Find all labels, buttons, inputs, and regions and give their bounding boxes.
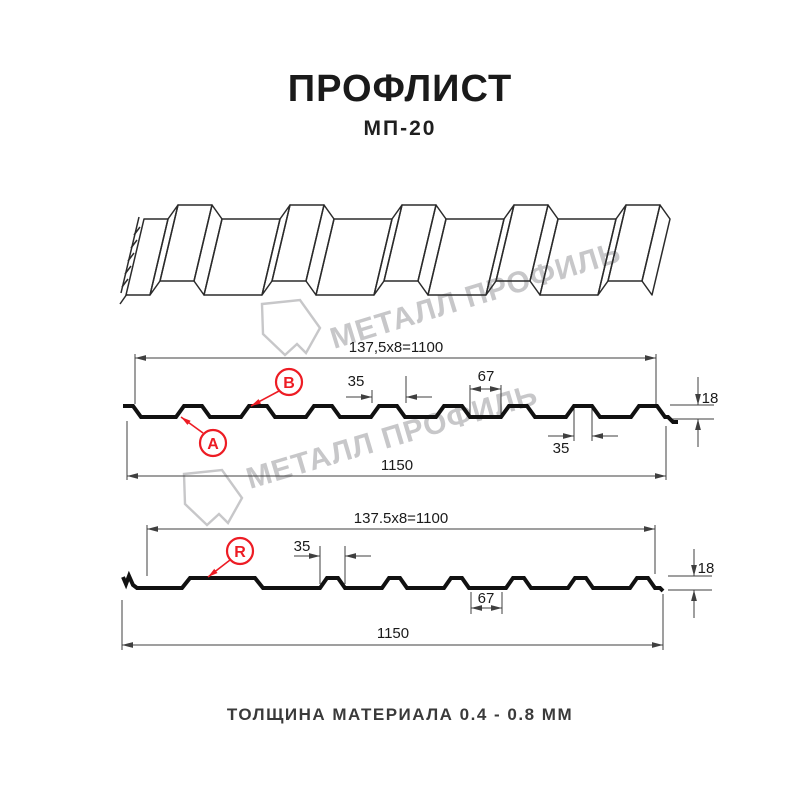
callout-b-letter: B (283, 375, 295, 392)
dim-rib-width-r: 35 (294, 538, 311, 555)
metal-profil-logo-2 (182, 468, 244, 527)
dim-total-top: 1150 (381, 457, 413, 474)
profile-section-a (123, 404, 678, 424)
section-diagram-side-a: 137,5x8=1100 35 67 35 18 1150 (123, 339, 718, 480)
dim-height-top: 18 (702, 390, 719, 407)
dim-flat-width-top: 67 (478, 368, 495, 385)
page-title: ПРОФЛИСТ (287, 68, 513, 110)
dim-pitch-bottom: 137.5x8=1100 (354, 510, 448, 527)
callout-r-letter: R (234, 544, 246, 561)
dim-flat-width-r: 67 (478, 590, 495, 607)
dim-height-r: 18 (698, 560, 715, 577)
sheet-3d-drawing (119, 204, 671, 305)
callout-r: R (207, 536, 255, 578)
product-model: МП-20 (363, 117, 437, 140)
callout-a: A (180, 416, 228, 458)
thickness-note: ТОЛЩИНА МАТЕРИАЛА 0.4 - 0.8 ММ (226, 705, 574, 724)
profile-section-r (121, 570, 665, 593)
callout-b: B (250, 367, 304, 407)
dim-pitch-top: 137,5x8=1100 (349, 339, 443, 356)
dim-rib-width-top: 35 (348, 373, 365, 390)
section-diagram-side-r: 137.5x8=1100 35 67 18 1150 (121, 510, 715, 650)
watermarks: МЕТАЛЛ ПРОФИЛЬ МЕТАЛЛ ПРОФИЛЬ (182, 236, 625, 527)
metal-profil-logo-1 (260, 298, 322, 357)
dim-total-r: 1150 (377, 625, 409, 642)
callout-a-letter: A (207, 436, 219, 453)
dim-rib-width-bottom: 35 (553, 440, 570, 457)
